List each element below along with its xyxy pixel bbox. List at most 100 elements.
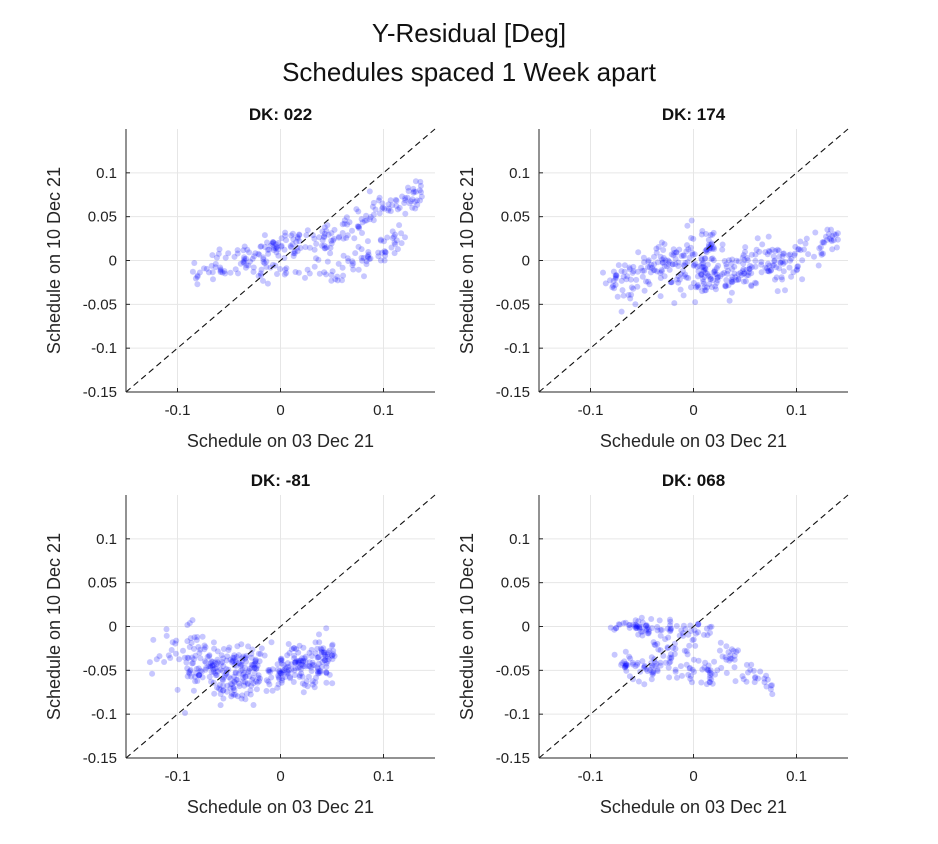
data-point xyxy=(184,622,191,628)
data-point xyxy=(388,244,395,251)
data-point xyxy=(733,277,740,283)
data-point xyxy=(667,618,674,625)
data-point xyxy=(651,656,658,663)
data-point xyxy=(672,261,679,268)
data-point xyxy=(184,665,191,672)
data-point xyxy=(234,693,241,700)
subplot-1: -0.1 0 0.1 -0.15 -0.1 -0.05 0 0.05 0.1 DK: 022 Sch… xyxy=(44,105,436,451)
data-point xyxy=(742,278,749,285)
data-point xyxy=(195,644,202,650)
data-point xyxy=(632,625,639,632)
data-point xyxy=(665,261,672,268)
data-point xyxy=(219,676,226,683)
data-point xyxy=(296,231,303,238)
data-point xyxy=(815,262,822,269)
data-point xyxy=(201,658,208,665)
data-point xyxy=(641,287,648,294)
data-point xyxy=(207,660,214,667)
data-point xyxy=(291,672,298,679)
data-point xyxy=(672,255,679,262)
data-point xyxy=(661,241,668,248)
data-point xyxy=(305,663,312,670)
data-point xyxy=(265,678,272,685)
data-point xyxy=(192,678,199,685)
data-point xyxy=(202,644,209,651)
data-point xyxy=(240,671,247,678)
data-point xyxy=(657,275,664,281)
data-point xyxy=(714,277,721,284)
data-point xyxy=(666,266,673,273)
y-tick-label: -0.15 xyxy=(83,384,117,401)
data-point xyxy=(705,667,712,674)
data-point xyxy=(610,268,617,275)
data-point xyxy=(624,662,631,669)
data-point xyxy=(283,270,290,276)
data-point xyxy=(220,687,227,694)
data-point xyxy=(279,675,286,682)
data-point xyxy=(270,247,277,253)
data-point xyxy=(741,270,748,277)
data-point xyxy=(635,678,642,685)
data-point xyxy=(264,239,270,246)
data-point xyxy=(740,260,747,267)
subplot-2: -0.1 0 0.1 -0.15 -0.1 -0.05 0 0.05 0.1 DK: 174 Sch… xyxy=(457,105,849,451)
y-tick-label: 0.05 xyxy=(501,209,530,226)
data-point xyxy=(805,251,812,258)
data-point xyxy=(278,679,285,686)
data-point xyxy=(657,270,664,276)
data-point xyxy=(327,244,334,251)
data-point xyxy=(180,647,186,654)
data-point xyxy=(649,662,656,669)
data-point xyxy=(695,621,702,628)
data-point xyxy=(276,675,283,682)
data-point xyxy=(272,245,279,252)
x-tick-label: 0 xyxy=(689,402,697,419)
data-point xyxy=(366,256,373,262)
data-point xyxy=(732,274,739,281)
data-point xyxy=(645,278,652,285)
data-point xyxy=(627,276,634,283)
data-point xyxy=(826,235,833,242)
data-point xyxy=(316,631,322,638)
data-point xyxy=(244,246,251,253)
data-point xyxy=(324,649,331,656)
data-point xyxy=(711,268,718,275)
data-point xyxy=(727,655,734,662)
data-point xyxy=(672,668,679,675)
data-point xyxy=(735,276,742,283)
data-point xyxy=(292,665,299,672)
data-point xyxy=(643,278,649,285)
data-point xyxy=(381,205,388,212)
data-point xyxy=(322,657,329,664)
data-point xyxy=(318,649,325,656)
y-tick-label: -0.05 xyxy=(83,662,117,679)
data-point xyxy=(251,253,258,260)
data-point xyxy=(267,669,274,675)
data-point xyxy=(650,639,657,646)
data-point xyxy=(673,249,680,256)
data-point xyxy=(291,645,298,652)
data-point xyxy=(780,268,787,275)
data-point xyxy=(247,691,254,698)
data-point xyxy=(721,269,728,276)
data-point xyxy=(763,672,770,679)
data-point xyxy=(263,263,270,270)
data-point xyxy=(707,667,714,674)
data-point xyxy=(817,244,824,251)
data-point xyxy=(655,244,662,250)
data-point xyxy=(312,679,319,686)
data-point xyxy=(668,654,675,661)
data-point xyxy=(306,659,313,666)
data-point xyxy=(759,241,766,248)
data-point xyxy=(829,232,836,239)
data-point xyxy=(330,651,337,658)
data-point xyxy=(401,200,408,206)
data-point xyxy=(375,197,382,204)
data-point xyxy=(267,264,274,271)
data-point xyxy=(652,642,659,648)
data-point xyxy=(728,278,735,285)
data-point xyxy=(188,673,195,680)
data-point xyxy=(358,246,365,253)
data-point xyxy=(645,630,652,637)
data-point xyxy=(702,269,709,276)
